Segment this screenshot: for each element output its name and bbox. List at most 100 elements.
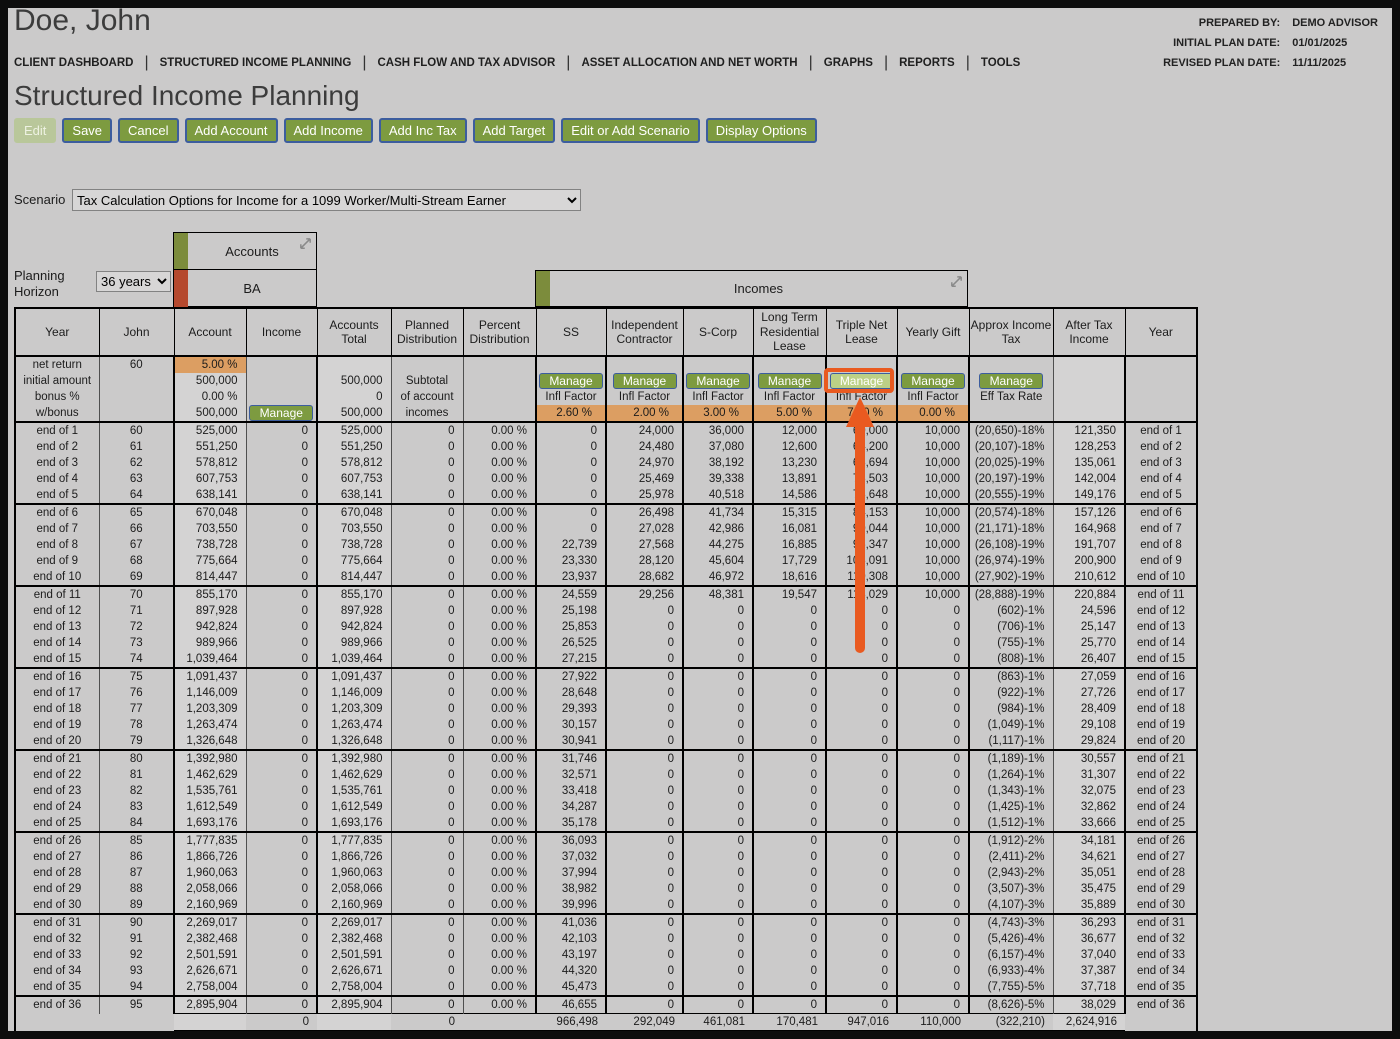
initial-plan-date-label: INITIAL PLAN DATE:: [1173, 37, 1281, 49]
table-row: end of 11 70 855,170 0 855,170 0 0.00 % 24,559 2…: [15, 585, 1197, 603]
s-corp-cell: 44,275: [682, 537, 753, 553]
s-corp-cell: 0: [682, 685, 753, 701]
account-cell: 607,753: [173, 471, 246, 487]
total-planned-distribution: 0: [391, 1013, 463, 1031]
percent-distribution-cell: 0.00 %: [462, 717, 536, 733]
planned-distribution-cell: 0: [390, 701, 463, 717]
long-term-residential-lease-cell: 0: [752, 881, 826, 897]
independent-contractor-cell: 0: [605, 815, 683, 832]
planned-distribution-cell: 0: [390, 619, 463, 635]
add-income-button[interactable]: Add Income: [283, 118, 373, 143]
nav-client-dashboard[interactable]: CLIENT DASHBOARD: [14, 57, 134, 69]
add-inc-tax-button[interactable]: Add Inc Tax: [378, 118, 467, 143]
collapse-icon[interactable]: [298, 236, 313, 256]
edit-or-add-scenario-button[interactable]: Edit or Add Scenario: [561, 118, 700, 143]
net-return-row: net return 60 5.00 %: [15, 356, 1197, 373]
planned-note: Subtotal: [390, 373, 463, 389]
cancel-button[interactable]: Cancel: [118, 118, 179, 143]
edit-button[interactable]: Edit: [14, 118, 57, 143]
year-cell: end of 13: [33, 620, 82, 633]
account-cell: 703,550: [173, 521, 246, 537]
scenario-select[interactable]: Tax Calculation Options for Income for a…: [72, 189, 581, 211]
col-approx-income-tax: Approx Income Tax: [968, 307, 1054, 357]
manage-independent-contractor-button[interactable]: Manage: [612, 373, 677, 389]
yearly-gift-cell: 0: [896, 667, 969, 685]
after-tax-income-cell: 36,677: [1052, 931, 1125, 947]
approx-income-tax-cell: (27,902)-19%: [968, 569, 1053, 586]
triple-net-lease-cell: 0: [825, 865, 897, 881]
year-cell: end of 16: [15, 667, 99, 685]
approx-income-tax-cell: (863)-1%: [968, 667, 1053, 685]
accounts-total-cell: 942,824: [316, 619, 391, 635]
manage-s-corp-button[interactable]: Manage: [686, 373, 750, 389]
incomes-panel: Incomes: [535, 270, 968, 307]
nav-cash-flow-and-tax-advisor[interactable]: CASH FLOW AND TAX ADVISOR: [377, 57, 556, 69]
age-cell: 68: [98, 553, 174, 569]
percent-distribution-cell: 0.00 %: [462, 931, 536, 947]
ss-cell: 28,648: [535, 685, 606, 701]
triple-net-lease-cell: 0: [825, 963, 897, 979]
manage-yearly-gift-button[interactable]: Manage: [901, 373, 965, 389]
manage-income-button[interactable]: Manage: [249, 405, 314, 421]
ss-cell: 26,525: [535, 635, 606, 651]
infl-factor-independent-contractor: 2.00 %: [605, 405, 683, 422]
manage-triple-net-lease-button[interactable]: Manage: [829, 373, 894, 389]
planning-horizon-select[interactable]: 36 years: [96, 271, 171, 292]
table-row: end of 16 75 1,091,437 0 1,091,437 0 0.00 % 27,…: [15, 667, 1197, 685]
after-tax-income-cell: 33,666: [1052, 815, 1125, 832]
account-cell: 855,170: [173, 585, 246, 603]
year-cell: end of 4: [36, 472, 79, 485]
percent-distribution-cell: 0.00 %: [462, 619, 536, 635]
triple-net-lease-cell: 0: [825, 831, 897, 849]
infl-factor-long-term-residential-lease: 5.00 %: [752, 405, 826, 422]
triple-net-lease-cell: 0: [825, 701, 897, 717]
nav-tools[interactable]: TOOLS: [980, 57, 1021, 69]
col-planned-distribution: Planned Distribution: [390, 307, 464, 357]
manage-income-tax-button[interactable]: Manage: [979, 373, 1044, 389]
nav-graphs[interactable]: GRAPHS: [823, 57, 873, 69]
table-row: end of 31 90 2,269,017 0 2,269,017 0 0.00 % 41,…: [15, 913, 1197, 931]
table-row: end of 14 73 989,966 0 989,966 0 0.00 % 26,525 0…: [15, 635, 1197, 651]
nav-reports[interactable]: REPORTS: [899, 57, 955, 69]
nav-structured-income-planning[interactable]: STRUCTURED INCOME PLANNING: [159, 57, 352, 69]
year-cell: end of 4: [1124, 471, 1197, 487]
triple-net-lease-cell: 0: [825, 931, 897, 947]
s-corp-cell: 42,986: [682, 521, 753, 537]
account-cell: 2,382,468: [173, 931, 246, 947]
long-term-residential-lease-cell: 0: [752, 947, 826, 963]
year-cell: end of 8: [1124, 537, 1197, 553]
percent-distribution-cell: 0.00 %: [462, 881, 536, 897]
collapse-icon[interactable]: [949, 274, 964, 294]
after-tax-income-cell: 27,726: [1052, 685, 1125, 701]
nav-asset-allocation-and-net-worth[interactable]: ASSET ALLOCATION AND NET WORTH: [581, 57, 798, 69]
year-cell: end of 35: [1124, 979, 1197, 996]
add-account-button[interactable]: Add Account: [184, 118, 278, 143]
manage-long-term-residential-lease-button[interactable]: Manage: [757, 373, 822, 389]
account-cell: 775,664: [173, 553, 246, 569]
ss-cell: 0: [535, 503, 606, 521]
after-tax-income-cell: 27,059: [1052, 667, 1125, 685]
manage-ss-button[interactable]: Manage: [539, 373, 603, 389]
percent-distribution-cell: 0.00 %: [462, 783, 536, 799]
save-button[interactable]: Save: [62, 118, 113, 143]
s-corp-cell: 0: [682, 651, 753, 668]
year-cell: end of 20: [1124, 733, 1197, 750]
display-options-button[interactable]: Display Options: [705, 118, 817, 143]
net-return-cell: 5.00 %: [173, 356, 246, 373]
prepared-by-label: PREPARED BY:: [1198, 17, 1281, 29]
approx-income-tax-cell: (984)-1%: [968, 701, 1053, 717]
planned-note: incomes: [390, 405, 463, 422]
approx-income-tax-cell: (602)-1%: [968, 603, 1053, 619]
add-target-button[interactable]: Add Target: [472, 118, 556, 143]
bonus-pct-cell: 0.00 %: [173, 389, 246, 405]
approx-income-tax-cell: (20,107)-18%: [968, 439, 1053, 455]
independent-contractor-cell: 0: [605, 783, 683, 799]
year-cell: end of 19: [33, 718, 82, 731]
age-cell: 69: [98, 569, 174, 586]
account-ba-color-swatch: [174, 270, 188, 307]
year-cell: end of 25: [33, 816, 82, 829]
total-long-term-residential-lease: 170,481: [753, 1013, 826, 1031]
ss-cell: 29,393: [535, 701, 606, 717]
planned-distribution-cell: 0: [390, 767, 463, 783]
yearly-gift-cell: 10,000: [896, 455, 969, 471]
